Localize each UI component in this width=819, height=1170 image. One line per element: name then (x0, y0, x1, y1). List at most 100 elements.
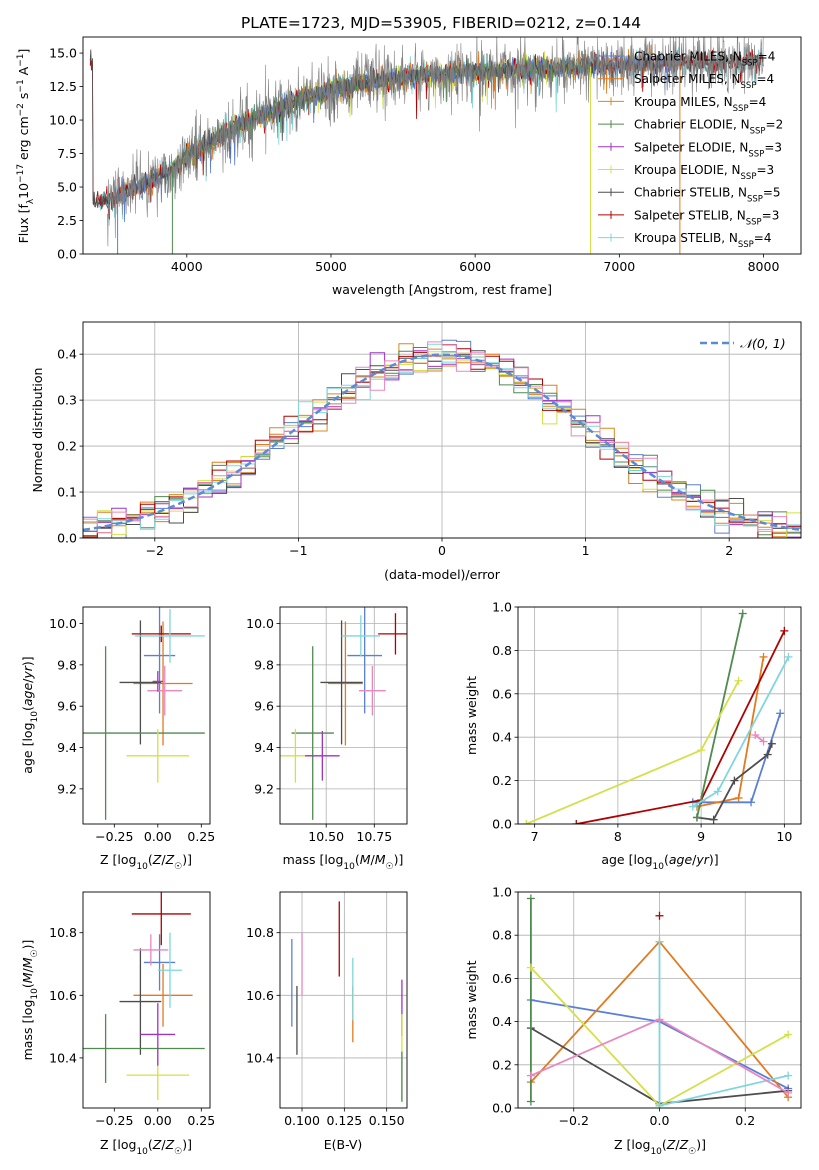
y-tick-label: 0.2 (492, 773, 512, 788)
label-part: )] (20, 940, 35, 950)
legend-n: =2 (766, 118, 784, 132)
x-tick-label: 9 (697, 829, 705, 844)
legend-n: =4 (758, 50, 776, 64)
y-axis-label: Normed distribution (30, 368, 45, 493)
legend-n: =5 (763, 186, 781, 200)
legend-label: Kroupa STELIB, NSSP=4 (634, 231, 772, 250)
label-part: mass [log (283, 852, 344, 867)
y-tick-label: 0.8 (492, 928, 512, 943)
label-part: ( (20, 983, 35, 988)
normal-curve (83, 353, 801, 532)
legend-sub: SSP (746, 217, 762, 227)
label-part: / (20, 678, 35, 683)
panel-mass-vs-e(b-v): 0.100 0.125 0.150 10.4 10.6 10.8 E(B-V) (246, 891, 408, 1152)
legend-text: Kroupa MILES, N (634, 95, 733, 109)
y-tick-label: 10.4 (246, 1050, 274, 1065)
y-tick-label: 9.4 (57, 740, 77, 755)
label-part: Z [log (100, 1137, 136, 1152)
label-part: Z [log (614, 1137, 650, 1152)
x-tick-label: 0.2 (735, 1113, 755, 1128)
legend-n: =4 (749, 95, 767, 109)
x-axis-label: age [log10(age/yr)] (601, 852, 718, 872)
label-part: ( (664, 852, 669, 867)
panel-mass-weight-vs-z: −0.2 0.0 0.2 0.0 0.2 0.4 0.6 0.8 1.0 mass weight Z… (464, 885, 802, 1157)
x-axis-label: (data-model)/error (384, 567, 501, 582)
label-part: )] (394, 852, 404, 867)
label-part: ( (148, 1137, 153, 1152)
x-tick-label: −0.25 (95, 1113, 133, 1128)
label-part: Z (679, 1137, 689, 1152)
legend-n: =3 (762, 208, 780, 222)
label-part: ( (20, 706, 35, 711)
legend-text: Chabrier STELIB, N (634, 186, 747, 200)
label-part: / (20, 967, 35, 972)
label-part: / (692, 852, 697, 867)
label-part: Z (165, 1137, 175, 1152)
label-part: 10 (136, 862, 148, 872)
x-tick-label: 8000 (748, 259, 780, 274)
legend-label: Chabrier MILES, NSSP=4 (634, 50, 775, 69)
x-tick-label: 5000 (315, 259, 347, 274)
legend-n: =4 (754, 231, 772, 245)
y-tick-label: 10.4 (49, 1050, 77, 1065)
label-part: 10 (136, 1147, 148, 1157)
x-axis-label: mass [log10(M/M☉)] (283, 852, 404, 872)
x-tick-label: −0.2 (559, 1113, 589, 1128)
label-part: ☉ (174, 1147, 182, 1157)
label-part: Flux [f (16, 204, 31, 244)
y-tick-label: 0.4 (57, 347, 77, 362)
y-tick-label: 10.6 (49, 988, 77, 1003)
y-tick-label: 9.6 (57, 699, 77, 714)
label-part: M (375, 852, 386, 867)
legend-n: =3 (756, 163, 774, 177)
label-part: )] (182, 1137, 192, 1152)
label-part: )] (709, 852, 719, 867)
label-part: 10 (16, 183, 31, 199)
x-tick-label: 0.100 (284, 1113, 320, 1128)
x-tick-label: 0.25 (187, 829, 215, 844)
y-axis-label: age [log10(age/yr)] (20, 656, 40, 773)
label-part: / (675, 1137, 680, 1152)
legend-sub: SSP (750, 127, 766, 137)
legend-label: Kroupa ELODIE, NSSP=3 (634, 163, 774, 182)
legend-text: Salpeter ELODIE, N (634, 140, 748, 154)
label-part: Z (666, 1137, 676, 1152)
y-tick-label: 1.0 (492, 885, 512, 900)
x-tick-label: 0.0 (650, 1113, 670, 1128)
plot-area (89, 37, 764, 254)
label-part: −2 (16, 103, 26, 116)
x-tick-label: 10.75 (356, 829, 392, 844)
legend-n: =4 (756, 72, 774, 86)
y-tick-label: 10.0 (246, 616, 274, 631)
x-tick-label: 7000 (603, 259, 635, 274)
legend-text: Kroupa ELODIE, N (634, 163, 741, 177)
y-tick-label: 0.0 (57, 247, 77, 262)
label-part: −1 (16, 79, 26, 92)
label-part: M (20, 957, 35, 968)
legend-text: Salpeter STELIB, N (634, 208, 746, 222)
plot-area (526, 894, 793, 1108)
y-tick-label: 0.6 (492, 971, 512, 986)
x-tick-label: 8 (614, 829, 622, 844)
label-part: s (16, 93, 31, 104)
weight-line (696, 656, 765, 808)
panel-line: 4000 5000 6000 7000 8000 0.0 2.5 5.0 7.5 10.0 12.5… (16, 36, 802, 297)
legend-label: Chabrier ELODIE, NSSP=2 (634, 118, 783, 137)
label-part: Z (165, 852, 175, 867)
label-part: 10 (343, 862, 355, 872)
y-tick-label: 2.5 (57, 213, 77, 228)
y-tick-label: 0.8 (492, 643, 512, 658)
label-part: age [log (601, 852, 652, 867)
label-part: / (371, 852, 376, 867)
label-part: ] (16, 49, 31, 54)
legend-text: Chabrier ELODIE, N (634, 118, 750, 132)
y-tick-label: 5.0 (57, 180, 77, 195)
label-part: ☉ (174, 862, 182, 872)
panel-age-vs-z: −0.25 0.00 0.259.29.49.69.810.0Z [log10(Z/… (20, 606, 215, 872)
y-tick-label: 15.0 (49, 46, 77, 61)
x-axis-label: Z [log10(Z/Z☉)] (100, 1137, 192, 1157)
axes-frame (517, 606, 802, 825)
label-part: ☉ (30, 949, 40, 957)
label-part: 10 (653, 862, 665, 872)
